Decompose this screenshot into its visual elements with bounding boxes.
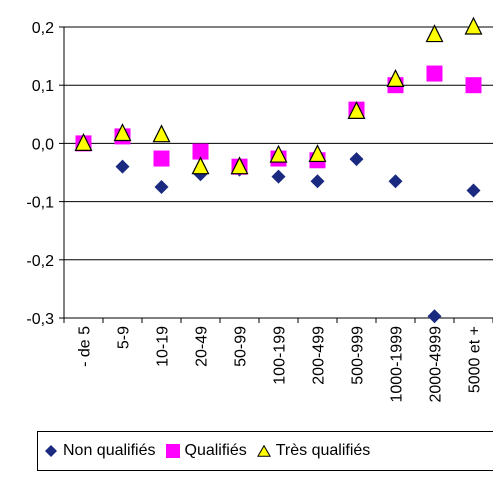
x-tick-label: 2000-4999 <box>428 326 445 403</box>
point-non-qualifies <box>388 174 403 189</box>
y-tick-labels: -0,3 -0,2 -0,1 0,0 0,1 0,2 <box>26 20 54 328</box>
triangle-marker-icon <box>256 444 271 457</box>
chart: -0,3 -0,2 -0,1 0,0 0,1 0,2 - de 5 5-9 10-19 20-4… <box>26 16 493 403</box>
y-tick-label: -0,3 <box>26 311 54 328</box>
y-tick-label: 0,2 <box>32 20 54 37</box>
point-non-qualifies <box>466 183 481 198</box>
point-tres-qualifies <box>191 156 210 175</box>
diamond-marker-icon <box>45 445 57 457</box>
point-tres-qualifies <box>152 124 171 143</box>
point-tres-qualifies <box>230 156 249 175</box>
point-non-qualifies <box>154 180 169 195</box>
point-qualifies <box>153 150 170 167</box>
x-tick-label: 5000 et + <box>467 326 484 393</box>
data-points <box>74 16 483 324</box>
gridlines <box>64 26 493 261</box>
point-tres-qualifies <box>74 133 93 151</box>
x-tick-label: 5-9 <box>116 326 133 349</box>
y-tick-label: 0,0 <box>32 136 54 153</box>
square-marker-icon <box>165 444 180 458</box>
y-tick-label: 0,1 <box>32 78 54 95</box>
point-non-qualifies <box>115 159 130 174</box>
x-tick-label: 500-999 <box>350 326 367 385</box>
y-tick-label: -0,1 <box>26 195 54 212</box>
y-tick-label: -0,2 <box>26 253 54 270</box>
x-tick-label: 10-19 <box>155 326 172 367</box>
legend-label: Non qualifiés <box>63 442 156 459</box>
point-tres-qualifies <box>464 16 483 35</box>
x-tick-label: 200-499 <box>311 326 328 385</box>
x-tick-labels: - de 5 5-9 10-19 20-49 50-99 100-199 200-499 50… <box>77 326 484 403</box>
point-tres-qualifies <box>425 24 444 43</box>
point-qualifies <box>192 143 209 160</box>
point-qualifies <box>465 77 482 94</box>
legend-label: Très qualifiés <box>275 442 371 459</box>
point-tres-qualifies <box>347 101 366 119</box>
axes <box>59 26 493 323</box>
x-tick-label: 1000-1999 <box>389 326 406 403</box>
legend: Non qualifiés Qualifiés Très qualifiés <box>37 431 493 471</box>
x-tick-label: 50-99 <box>233 326 250 367</box>
point-tres-qualifies <box>113 123 132 142</box>
x-tick-label: - de 5 <box>77 326 94 367</box>
legend-item-tres-qualifies: Très qualifiés <box>256 442 371 460</box>
legend-item-non-qualifies: Non qualifiés <box>44 442 156 460</box>
point-tres-qualifies <box>308 144 327 163</box>
x-tick-label: 20-49 <box>194 326 211 367</box>
point-non-qualifies <box>427 309 442 324</box>
x-tick-label: 100-199 <box>272 326 289 385</box>
point-non-qualifies <box>271 169 286 184</box>
point-tres-qualifies <box>386 69 405 87</box>
point-qualifies <box>426 65 443 82</box>
legend-label: Qualifiés <box>184 442 247 459</box>
legend-item-qualifies: Qualifiés <box>165 442 247 460</box>
point-tres-qualifies <box>269 144 288 163</box>
point-non-qualifies <box>310 174 325 189</box>
point-non-qualifies <box>349 152 364 167</box>
